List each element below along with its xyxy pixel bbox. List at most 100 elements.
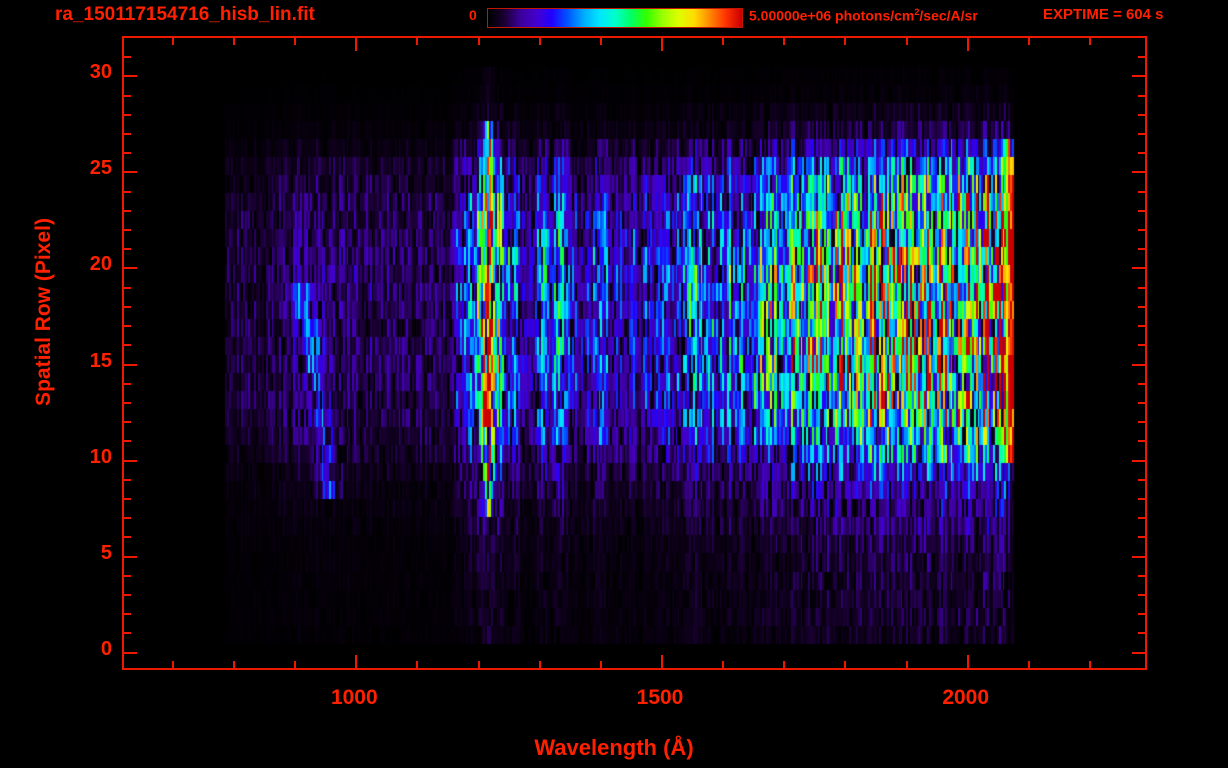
y-minor-tick: [124, 497, 131, 500]
y-minor-tick-right: [1138, 229, 1145, 232]
x-major-tick: [355, 655, 358, 668]
x-axis-tick-label: 1000: [330, 686, 378, 709]
y-minor-tick: [124, 56, 131, 59]
y-axis-tick-label: 20: [89, 253, 112, 276]
x-axis-tick-label: 2000: [942, 686, 990, 709]
y-axis-tick-label: 30: [89, 61, 112, 84]
x-minor-tick-top: [1027, 38, 1030, 45]
y-major-tick-right: [1132, 267, 1145, 270]
y-axis-tick-label: 25: [89, 157, 112, 180]
y-major-tick-right: [1132, 459, 1145, 462]
y-minor-tick: [124, 421, 131, 424]
x-major-tick-top: [355, 38, 358, 51]
x-axis-tick-label: 1500: [636, 686, 684, 709]
x-minor-tick-top: [416, 38, 419, 45]
y-major-tick-right: [1132, 363, 1145, 366]
y-minor-tick-right: [1138, 152, 1145, 155]
x-minor-tick-top: [171, 38, 174, 45]
x-minor-tick: [171, 661, 174, 668]
x-minor-tick: [416, 661, 419, 668]
y-minor-tick: [124, 133, 131, 136]
x-major-tick-top: [966, 38, 969, 51]
y-axis-tick-label: 5: [100, 541, 112, 564]
y-minor-tick: [124, 325, 131, 328]
y-minor-tick: [124, 594, 131, 596]
y-major-tick: [124, 363, 137, 366]
y-minor-tick: [124, 517, 131, 520]
x-minor-tick-top: [538, 38, 541, 45]
y-minor-tick-right: [1138, 382, 1145, 385]
y-minor-tick: [124, 401, 131, 404]
y-major-tick-right: [1132, 651, 1145, 654]
y-minor-tick-right: [1138, 536, 1145, 539]
colorbar-units-exponent: 2: [914, 7, 920, 17]
x-major-tick: [661, 655, 663, 668]
y-minor-tick-right: [1138, 517, 1145, 520]
x-minor-tick: [538, 661, 541, 668]
y-minor-tick-right: [1138, 133, 1145, 136]
y-minor-tick: [124, 344, 131, 347]
y-minor-tick: [124, 229, 131, 232]
y-major-tick: [124, 171, 137, 174]
y-axis-tick-label: 10: [89, 445, 112, 468]
y-minor-tick-right: [1138, 632, 1145, 635]
page-title: ra_150117154716_hisb_lin.fit: [55, 4, 315, 25]
colorbar-units-pre: photons/cm: [831, 7, 915, 24]
spectrogram-plot-frame: [122, 36, 1147, 670]
x-minor-tick-top: [294, 38, 297, 45]
y-minor-tick-right: [1138, 190, 1145, 193]
y-minor-tick: [124, 305, 131, 308]
x-minor-tick: [294, 661, 297, 668]
x-minor-tick-top: [1088, 38, 1091, 45]
y-minor-tick-right: [1138, 421, 1145, 424]
x-minor-tick-top: [783, 38, 786, 45]
y-major-tick-right: [1132, 75, 1145, 78]
colorbar-units-post: /sec/A/sr: [919, 7, 978, 24]
x-minor-tick-top: [477, 38, 480, 45]
y-minor-tick: [124, 152, 131, 155]
y-minor-tick: [124, 478, 131, 481]
y-axis-title: Spatial Row (Pixel): [32, 218, 55, 406]
x-minor-tick: [1088, 661, 1091, 668]
y-minor-tick: [124, 536, 131, 539]
y-minor-tick: [124, 574, 131, 577]
y-minor-tick: [124, 209, 131, 212]
y-minor-tick-right: [1138, 209, 1145, 212]
x-minor-tick-top: [905, 38, 908, 45]
x-minor-tick-top: [233, 38, 236, 45]
y-minor-tick-right: [1138, 286, 1145, 289]
x-minor-tick-top: [844, 38, 847, 45]
exposure-time-label: EXPTIME = 604 s: [1043, 6, 1164, 23]
y-major-tick-right: [1132, 171, 1145, 174]
y-minor-tick: [124, 440, 131, 443]
x-minor-tick-top: [722, 38, 725, 45]
colorbar-max-label: 5.00000e+06 photons/cm2/sec/A/sr: [749, 7, 978, 24]
y-minor-tick-right: [1138, 113, 1145, 116]
x-major-tick: [966, 655, 969, 668]
x-minor-tick: [844, 661, 847, 668]
y-minor-tick-right: [1138, 344, 1145, 347]
spectrogram-image: [124, 38, 1145, 668]
colorbar: [487, 8, 743, 28]
y-minor-tick: [124, 248, 131, 251]
x-minor-tick: [722, 661, 725, 668]
y-axis-tick-label: 15: [89, 349, 112, 372]
colorbar-min-label: 0: [469, 7, 477, 23]
x-minor-tick: [233, 661, 236, 668]
x-minor-tick-top: [599, 38, 602, 45]
y-minor-tick-right: [1138, 94, 1145, 97]
y-minor-tick: [124, 94, 131, 97]
x-minor-tick: [783, 661, 786, 668]
x-minor-tick: [599, 661, 602, 668]
y-major-tick: [124, 555, 137, 558]
y-minor-tick: [124, 113, 131, 116]
y-minor-tick: [124, 382, 131, 385]
y-minor-tick: [124, 190, 131, 193]
colorbar-max-value: 5.00000e+06: [749, 7, 832, 24]
y-minor-tick-right: [1138, 325, 1145, 328]
y-minor-tick: [124, 613, 131, 616]
y-minor-tick-right: [1138, 497, 1145, 500]
y-minor-tick-right: [1138, 478, 1145, 481]
y-minor-tick-right: [1138, 594, 1145, 596]
